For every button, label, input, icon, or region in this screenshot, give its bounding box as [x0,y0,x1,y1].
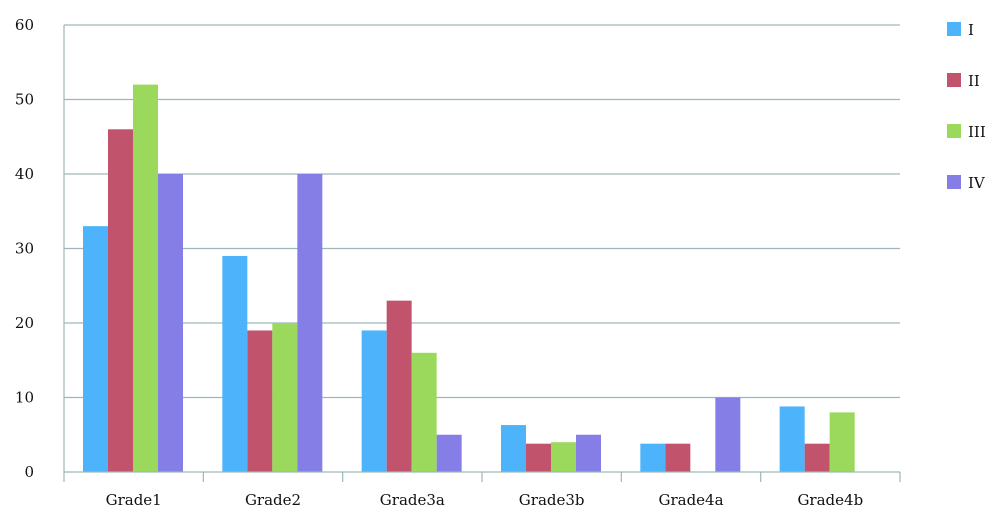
bar-II-Grade3a [386,300,412,472]
x-tick-label: Grade3b [519,491,585,509]
y-tick-label: 10 [15,389,34,407]
bar-IV-Grade3a [436,434,462,472]
bar-I-Grade1 [83,226,108,472]
bars [83,84,855,473]
y-tick-label: 50 [15,91,34,109]
x-tick-label: Grade2 [245,491,301,509]
x-tick-label: Grade3a [380,491,445,509]
legend-swatch-III [947,124,961,138]
legend-swatch-II [947,73,961,87]
x-tick-label: Grade4a [658,491,723,509]
legend-label: IV [968,174,986,192]
bar-IV-Grade1 [158,174,183,472]
bar-II-Grade1 [108,129,133,473]
legend-label: III [968,123,986,141]
legend-swatch-I [947,22,961,36]
bar-III-Grade3a [411,352,437,472]
bar-I-Grade4b [779,406,805,472]
bar-I-Grade3b [501,425,526,472]
legend-label: I [968,21,974,39]
bar-III-Grade1 [133,84,158,472]
bar-IV-Grade4a [715,397,741,472]
legend-label: II [968,72,980,90]
bar-III-Grade2 [272,323,298,472]
y-tick-label: 40 [15,165,34,183]
bar-II-Grade4b [804,443,830,472]
bar-IV-Grade3b [576,434,601,472]
bar-I-Grade3a [361,330,387,472]
y-tick-label: 0 [24,463,34,481]
x-tick-label: Grade4b [797,491,863,509]
y-tick-label: 30 [15,240,34,258]
bar-II-Grade4a [665,443,691,472]
x-tick-label: Grade1 [106,491,162,509]
bar-III-Grade4b [829,412,855,472]
bar-III-Grade3b [551,442,576,472]
bar-IV-Grade2 [297,174,323,472]
bar-II-Grade2 [247,330,273,472]
bar-II-Grade3b [526,443,551,472]
axes: 0 10 20 30 40 50 60 Grade1 Grade2 Grade3a Grade3b G… [15,16,901,509]
legend-swatch-IV [947,175,961,189]
gridlines [64,24,900,399]
y-tick-label: 20 [15,314,34,332]
y-tick-label: 60 [15,16,34,34]
bar-I-Grade4a [640,443,666,472]
bar-I-Grade2 [222,255,248,472]
